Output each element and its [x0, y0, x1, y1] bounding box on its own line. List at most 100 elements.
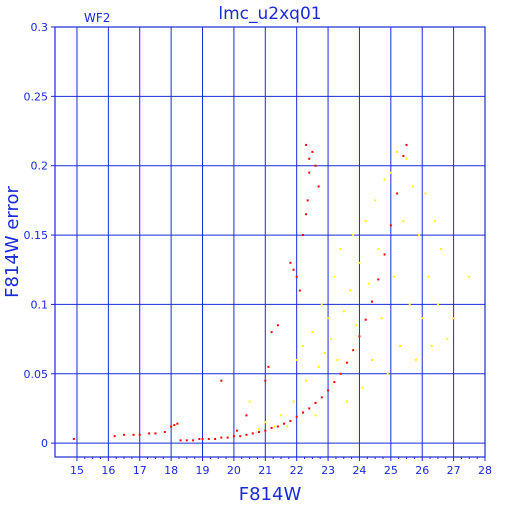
x-tick-label: 28	[478, 464, 492, 477]
data-point	[405, 143, 408, 146]
data-point	[305, 379, 308, 382]
data-point	[154, 432, 157, 435]
y-axis-ticks: 0 0.05 0.1 0.15 0.2 0.25 0.3	[24, 21, 55, 450]
data-point	[374, 199, 377, 202]
data-point	[192, 439, 195, 442]
data-point	[301, 411, 304, 414]
data-point	[267, 365, 270, 368]
data-point	[396, 192, 399, 195]
data-point	[295, 415, 298, 418]
plot-area-frame	[54, 26, 486, 458]
data-point	[314, 401, 317, 404]
data-point	[245, 414, 248, 417]
data-point	[452, 317, 455, 320]
data-point	[364, 220, 367, 223]
data-point	[298, 289, 301, 292]
data-point	[389, 171, 392, 174]
data-point	[402, 155, 405, 157]
data-point	[408, 303, 411, 306]
data-point	[173, 424, 176, 427]
x-tick-label: 18	[164, 464, 178, 477]
data-point	[207, 437, 210, 440]
data-point	[245, 433, 248, 436]
data-point	[185, 439, 188, 442]
data-point	[264, 379, 267, 382]
data-point	[440, 247, 443, 250]
grid	[55, 26, 486, 457]
y-tick-label: 0.05	[24, 368, 49, 381]
data-point	[345, 400, 348, 403]
data-point	[371, 358, 374, 361]
data-point	[226, 436, 229, 439]
data-point	[317, 185, 320, 188]
data-point	[220, 436, 223, 439]
data-point	[305, 143, 308, 146]
data-point	[308, 171, 311, 174]
data-point	[270, 331, 273, 334]
data-point	[251, 432, 254, 435]
data-point	[399, 345, 402, 348]
data-point	[295, 358, 298, 361]
data-point	[295, 275, 298, 278]
data-point	[220, 379, 223, 382]
data-point	[371, 300, 374, 303]
data-point	[323, 351, 326, 354]
y-tick-label: 0.3	[31, 21, 49, 34]
data-point	[339, 372, 342, 375]
data-point	[283, 422, 286, 425]
x-tick-label: 21	[258, 464, 272, 477]
data-point	[389, 224, 392, 227]
data-point	[123, 433, 126, 436]
data-point	[380, 317, 383, 320]
x-axis-ticks: 15 16 17 18 19 20 21 22 23 24 25 26 27 28	[70, 457, 492, 477]
data-point	[320, 303, 323, 306]
data-point	[327, 317, 330, 320]
data-point	[311, 150, 314, 153]
data-point	[214, 437, 217, 440]
data-point	[355, 324, 358, 327]
data-point	[258, 431, 261, 434]
data-point	[239, 435, 242, 438]
data-point	[405, 157, 408, 160]
x-tick-label: 17	[133, 464, 147, 477]
y-tick-label: 0.1	[31, 298, 49, 311]
data-point	[113, 435, 116, 438]
data-point	[236, 429, 239, 432]
data-point	[352, 234, 355, 237]
data-point	[402, 220, 405, 223]
panel-label: WF2	[84, 11, 110, 25]
data-point	[468, 275, 471, 278]
data-point	[336, 358, 339, 361]
data-point	[364, 318, 367, 321]
data-point	[276, 324, 279, 327]
data-point	[270, 426, 273, 429]
y-axis-label: F814W error	[2, 186, 23, 298]
data-point	[311, 331, 314, 334]
data-point	[383, 253, 386, 256]
data-point	[163, 431, 166, 434]
data-point	[198, 437, 201, 440]
data-point	[258, 428, 261, 431]
data-point	[279, 414, 282, 417]
data-point	[264, 421, 267, 424]
data-point	[170, 425, 173, 428]
y-tick-label: 0.2	[31, 160, 49, 173]
data-point	[327, 389, 330, 392]
data-point	[273, 425, 276, 428]
data-point	[339, 247, 342, 250]
data-point	[292, 268, 295, 271]
chart-title: lmc_u2xq01	[218, 4, 321, 24]
data-point	[386, 372, 389, 375]
data-point	[367, 282, 370, 285]
data-point	[320, 396, 323, 399]
x-tick-label: 26	[415, 464, 429, 477]
data-point	[314, 414, 317, 417]
data-point	[377, 278, 380, 281]
data-point	[132, 433, 135, 436]
x-axis-label: F814W	[239, 484, 302, 505]
data-point	[333, 275, 336, 278]
data-point	[248, 400, 251, 403]
x-tick-label: 15	[70, 464, 84, 477]
data-point	[427, 275, 430, 278]
